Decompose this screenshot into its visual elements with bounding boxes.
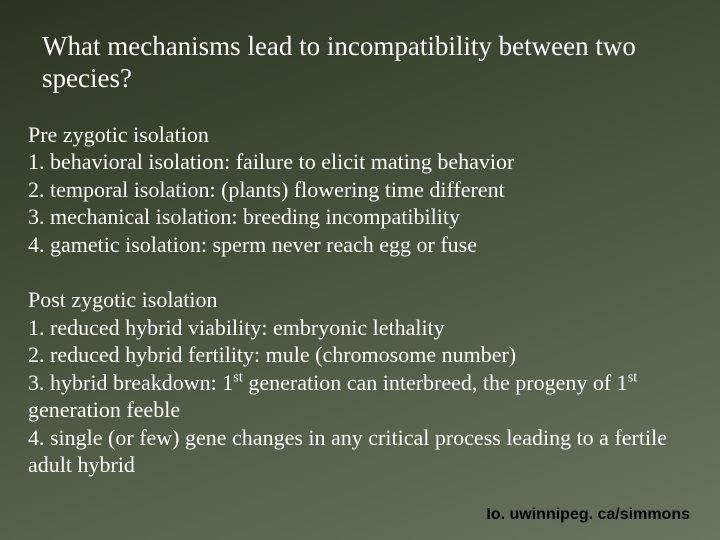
list-item: 1. reduced hybrid viability: embryonic l… [28, 314, 692, 342]
list-item: 1. behavioral isolation: failure to elic… [28, 148, 692, 176]
section-postzygotic: Post zygotic isolation 1. reduced hybrid… [28, 286, 692, 479]
list-item: 4. gametic isolation: sperm never reach … [28, 231, 692, 259]
list-item: 2. temporal isolation: (plants) flowerin… [28, 176, 692, 204]
slide-title: What mechanisms lead to incompatibility … [42, 30, 692, 95]
section-prezygotic: Pre zygotic isolation 1. behavioral isol… [28, 121, 692, 259]
list-item: 4. single (or few) gene changes in any c… [28, 424, 692, 479]
list-item: 3. mechanical isolation: breeding incomp… [28, 203, 692, 231]
section-heading: Pre zygotic isolation [28, 121, 692, 149]
list-item: 2. reduced hybrid fertility: mule (chrom… [28, 341, 692, 369]
section-heading: Post zygotic isolation [28, 286, 692, 314]
slide-container: What mechanisms lead to incompatibility … [0, 0, 720, 540]
list-item: 3. hybrid breakdown: 1st generation can … [28, 369, 692, 424]
footer-citation: Io. uwinnipeg. ca/simmons [486, 506, 690, 524]
